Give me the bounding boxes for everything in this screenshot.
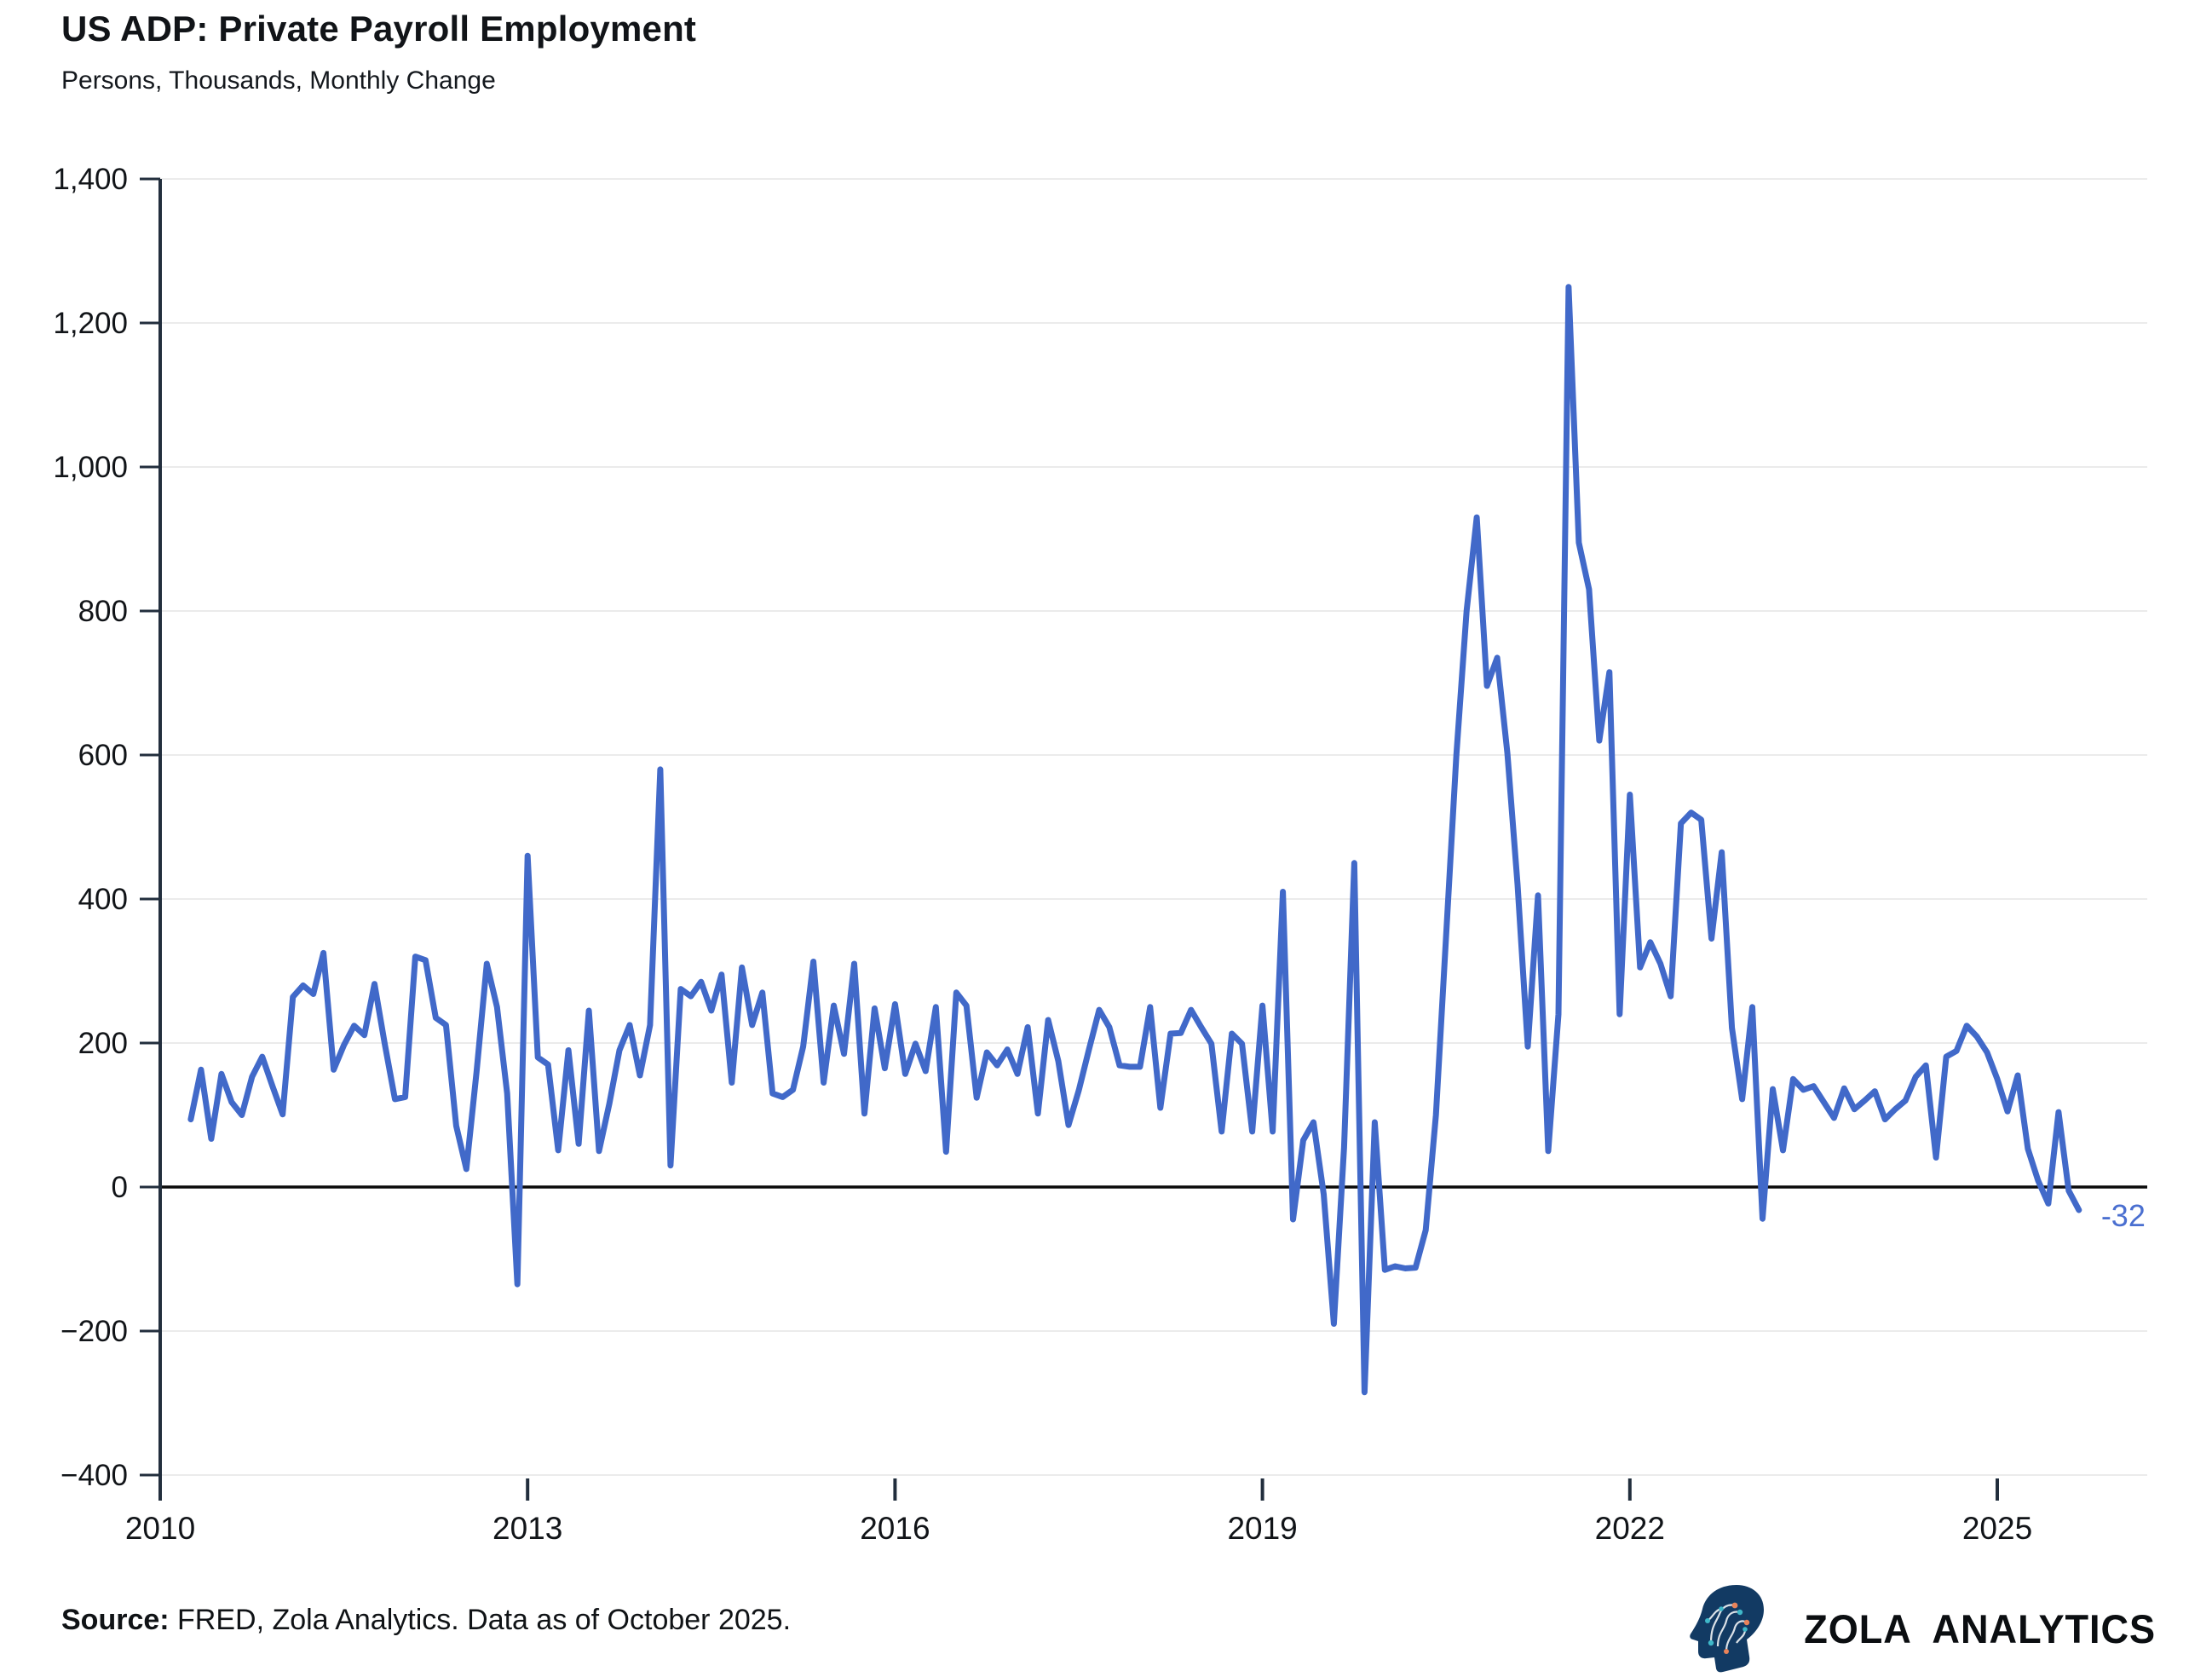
x-tick-label: 2010: [125, 1511, 195, 1546]
y-tick-label: 800: [78, 595, 128, 628]
page-title: US ADP: Private Payroll Employment: [61, 9, 697, 49]
source-label: Source:: [61, 1604, 170, 1636]
data-line: [187, 284, 2082, 1396]
brand-name: ZOLA ANALYTICS: [1804, 1605, 2156, 1651]
y-tick-label: 1,200: [53, 307, 128, 340]
x-tick-label: 2025: [1962, 1511, 2032, 1546]
y-tick-label: 600: [78, 739, 128, 772]
source-text: FRED, Zola Analytics. Data as of October…: [169, 1604, 792, 1636]
brand-lockup: ZOLA ANALYTICS: [1685, 1583, 2156, 1674]
source-note: Source: FRED, Zola Analytics. Data as of…: [61, 1604, 791, 1637]
chart-subtitle: Persons, Thousands, Monthly Change: [61, 66, 496, 95]
y-tick-label: 1,400: [53, 163, 128, 196]
y-tick-label: 200: [78, 1027, 128, 1060]
y-tick-label: −200: [60, 1315, 128, 1348]
zola-logo-icon: [1690, 1585, 1764, 1673]
x-tick-label: 2016: [860, 1511, 930, 1546]
last-value-label: -32: [2100, 1198, 2146, 1234]
y-tick-label: 400: [78, 883, 128, 916]
x-tick-label: 2022: [1595, 1511, 1665, 1546]
y-tick-label: −400: [60, 1459, 128, 1492]
x-tick-label: 2013: [493, 1511, 562, 1546]
y-tick-label: 0: [112, 1171, 128, 1204]
x-tick-label: 2019: [1227, 1511, 1297, 1546]
y-tick-label: 1,000: [53, 451, 128, 484]
